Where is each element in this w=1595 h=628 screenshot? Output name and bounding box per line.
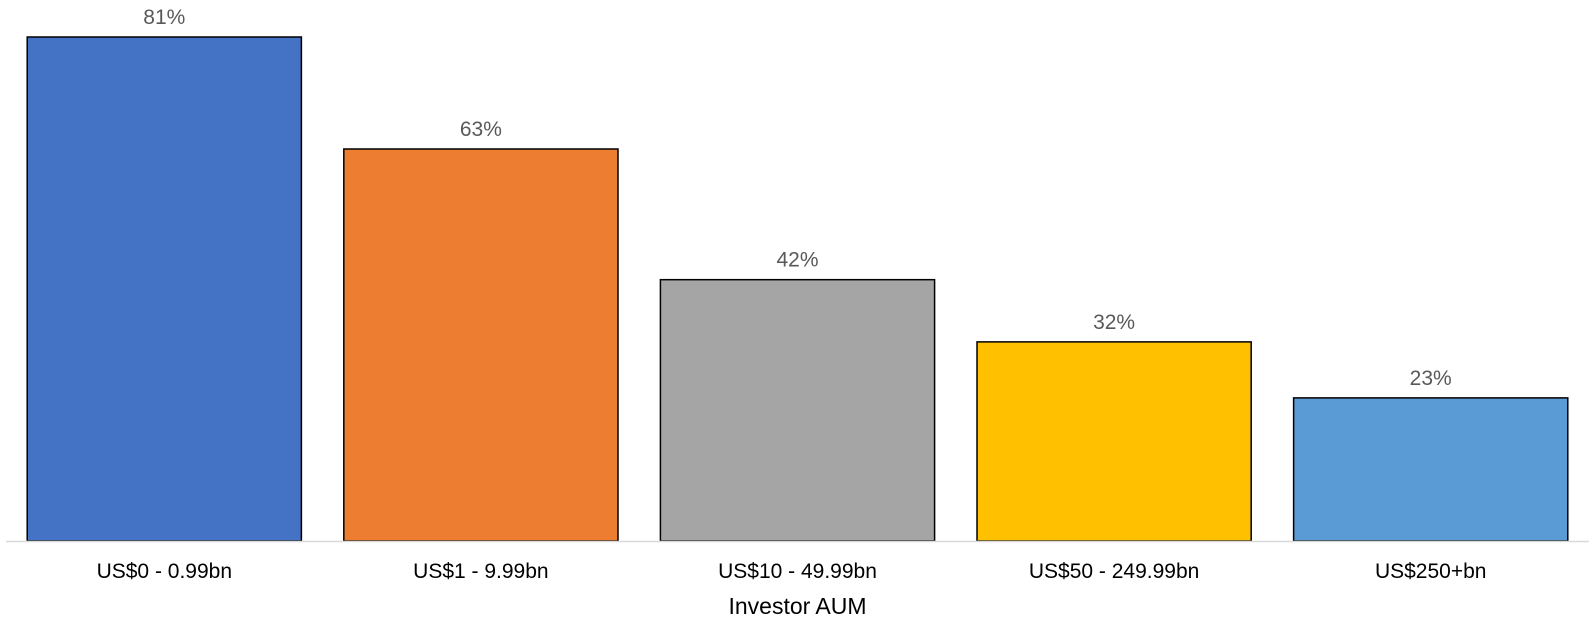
x-tick-label-us-50-249-99bn: US$50 - 249.99bn	[1029, 560, 1199, 583]
bar-us-10-49-99bn	[659, 278, 936, 542]
data-label-us-1-9-99bn: 63%	[460, 118, 502, 141]
x-tick-label-us-1-9-99bn: US$1 - 9.99bn	[413, 560, 548, 583]
bar-us-0-0-99bn	[26, 36, 303, 542]
data-label-us-50-249-99bn: 32%	[1093, 311, 1135, 334]
data-labels-group: 81% 63% 42% 32% 23%	[143, 6, 1451, 390]
data-label-us-10-49-99bn: 42%	[776, 249, 818, 272]
data-label-us-250-bn: 23%	[1410, 367, 1452, 390]
bars-group	[26, 36, 1569, 542]
bar-us-250-bn	[1292, 397, 1569, 542]
bar-us-50-249-99bn	[976, 341, 1252, 542]
x-axis-title: Investor AUM	[728, 593, 866, 619]
x-tick-label-us-10-49-99bn: US$10 - 49.99bn	[718, 560, 877, 583]
data-label-us-0-0-99bn: 81%	[143, 6, 185, 29]
x-tick-label-us-0-0-99bn: US$0 - 0.99bn	[97, 560, 232, 583]
x-tick-label-us-250-bn: US$250+bn	[1375, 560, 1487, 583]
bar-us-1-9-99bn	[343, 148, 619, 542]
x-tick-labels-group: US$0 - 0.99bn US$1 - 9.99bn US$10 - 49.99b…	[97, 560, 1487, 583]
